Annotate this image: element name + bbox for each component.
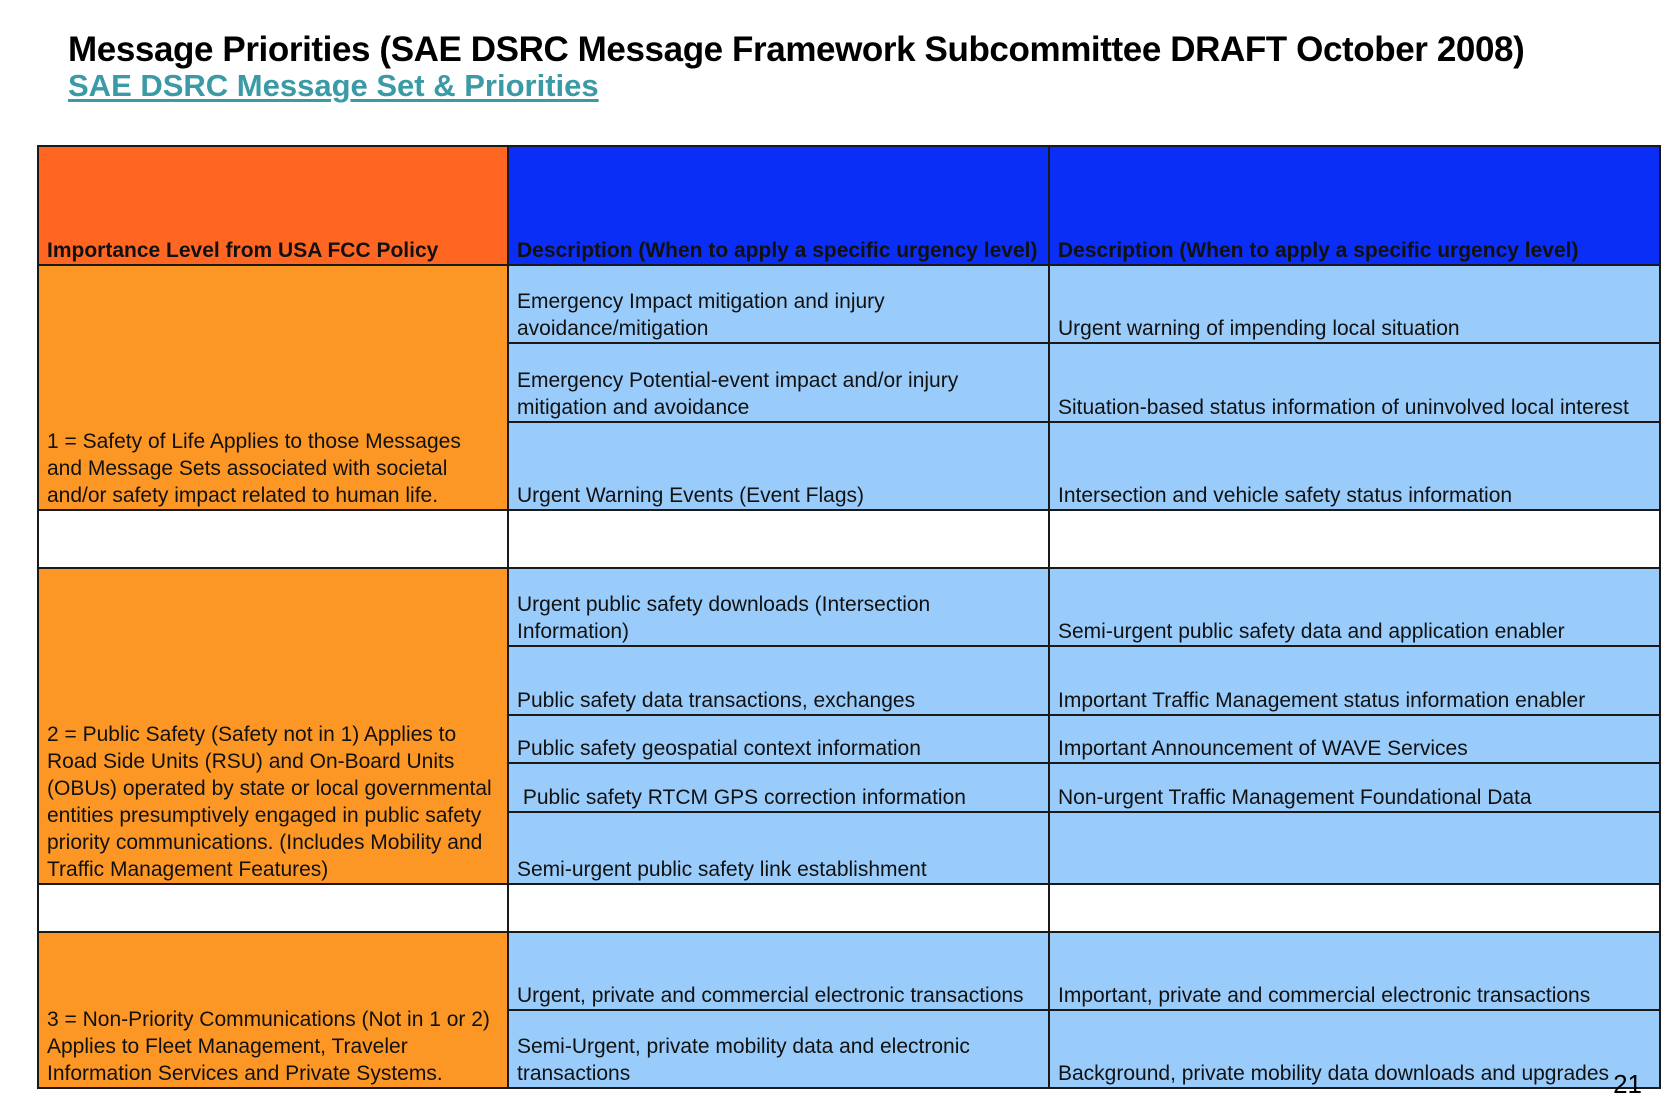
level-1-cell: 1 = Safety of Life Applies to those Mess…: [37, 264, 509, 511]
table-cell-urgency: Situation-based status information of un…: [1048, 342, 1661, 423]
table-row: Public safety geospatial context informa…: [38, 714, 1661, 764]
spacer-cell: [507, 883, 1050, 933]
table-row: Public safety RTCM GPS correction inform…: [38, 762, 1661, 813]
table-cell-description: Urgent, private and commercial electroni…: [507, 931, 1050, 1011]
header-importance-level: Importance Level from USA FCC Policy: [37, 145, 509, 266]
table-row: 3 = Non-Priority Communications (Not in …: [37, 931, 1661, 1089]
table-row: Public safety data transactions, exchang…: [38, 645, 1661, 716]
message-set-link[interactable]: SAE DSRC Message Set & Priorities: [68, 68, 599, 103]
table-cell-urgency: Semi-urgent public safety data and appli…: [1048, 567, 1661, 647]
table-row: Urgent Warning Events (Event Flags) Inte…: [38, 421, 1661, 511]
spacer-row: [37, 509, 1661, 569]
table-cell-urgency: [1048, 811, 1661, 885]
table-cell-urgency: Important Traffic Management status info…: [1048, 645, 1661, 716]
table-cell-description: Public safety RTCM GPS correction inform…: [507, 762, 1050, 813]
page-number: 21: [1613, 1069, 1642, 1099]
table-cell-description: Public safety geospatial context informa…: [507, 714, 1050, 764]
spacer-cell: [37, 883, 509, 933]
table-cell-urgency: Non-urgent Traffic Management Foundation…: [1048, 762, 1661, 813]
table-row: Semi-urgent public safety link establish…: [38, 811, 1661, 885]
spacer-row: [37, 883, 1661, 933]
table-cell-description: Semi-urgent public safety link establish…: [507, 811, 1050, 885]
table-cell-description: Emergency Impact mitigation and injury a…: [507, 264, 1050, 344]
header-description-1: Description (When to apply a specific ur…: [507, 145, 1050, 266]
table-cell-description: Urgent Warning Events (Event Flags): [507, 421, 1050, 511]
table-cell-urgency: Background, private mobility data downlo…: [1048, 1009, 1661, 1089]
priorities-table: Importance Level from USA FCC Policy Des…: [37, 145, 1661, 1089]
table-cell-urgency: Urgent warning of impending local situat…: [1048, 264, 1661, 344]
table-row: 2 = Public Safety (Safety not in 1) Appl…: [37, 567, 1661, 885]
table-row: Emergency Potential-event impact and/or …: [38, 342, 1661, 423]
table-cell-description: Public safety data transactions, exchang…: [507, 645, 1050, 716]
table-cell-description: Semi-Urgent, private mobility data and e…: [507, 1009, 1050, 1089]
spacer-cell: [37, 509, 509, 569]
table-cell-description: Urgent public safety downloads (Intersec…: [507, 567, 1050, 647]
spacer-cell: [507, 509, 1050, 569]
level-3-cell: 3 = Non-Priority Communications (Not in …: [37, 931, 509, 1089]
level-2-cell: 2 = Public Safety (Safety not in 1) Appl…: [37, 567, 509, 885]
header-description-2: Description (When to apply a specific ur…: [1048, 145, 1661, 266]
table-header-row: Importance Level from USA FCC Policy Des…: [37, 145, 1661, 266]
table-cell-urgency: Important Announcement of WAVE Services: [1048, 714, 1661, 764]
table-cell-urgency: Intersection and vehicle safety status i…: [1048, 421, 1661, 511]
table-row: 1 = Safety of Life Applies to those Mess…: [37, 264, 1661, 511]
page-title: Message Priorities (SAE DSRC Message Fra…: [68, 30, 1525, 69]
table-row: Semi-Urgent, private mobility data and e…: [38, 1009, 1661, 1089]
table-cell-description: Emergency Potential-event impact and/or …: [507, 342, 1050, 423]
table-cell-urgency: Important, private and commercial electr…: [1048, 931, 1661, 1011]
spacer-cell: [1048, 883, 1661, 933]
spacer-cell: [1048, 509, 1661, 569]
